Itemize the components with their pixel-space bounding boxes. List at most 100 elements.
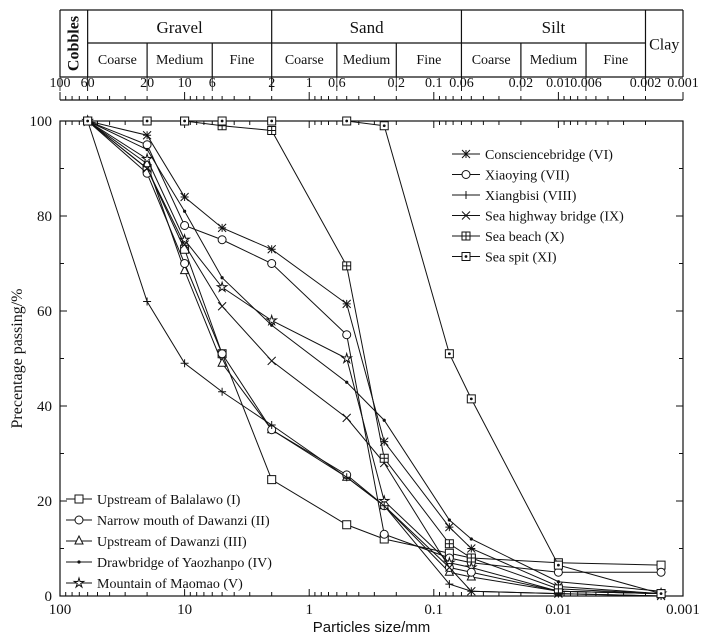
- legend-marker: [74, 515, 84, 525]
- data-point: [267, 116, 277, 126]
- data-point: [217, 301, 227, 311]
- data-point: [220, 276, 224, 280]
- legend-marker: [72, 576, 86, 589]
- data-point: [553, 584, 563, 594]
- legend-marker: [461, 231, 471, 241]
- data-point: [342, 413, 352, 423]
- y-tick-label: 60: [37, 304, 52, 320]
- data-point: [267, 259, 277, 268]
- legend-label: Drawbridge of Yaozhanpo (IV): [97, 556, 272, 571]
- data-point: [217, 223, 227, 233]
- data-point: [217, 349, 227, 359]
- header-silt: Silt: [542, 18, 566, 37]
- legend-label: Xiangbisi (VIII): [485, 189, 577, 204]
- data-point: [179, 264, 190, 275]
- data-point: [379, 121, 389, 131]
- data-point: [379, 453, 389, 463]
- x-tick-label: 1: [305, 602, 313, 618]
- data-point: [466, 544, 476, 553]
- x-axis-label: Particles size/mm: [313, 619, 431, 635]
- data-point: [218, 387, 227, 396]
- data-point: [183, 209, 187, 213]
- data-point: [267, 244, 277, 254]
- data-point: [215, 280, 229, 293]
- legend-label: Sea highway bridge (IX): [485, 210, 624, 225]
- header-silt-medium: Medium: [530, 53, 578, 68]
- header-sand: Sand: [350, 18, 385, 37]
- header-clay: Clay: [649, 37, 679, 54]
- data-point: [379, 529, 389, 539]
- legend-right: Consciencebridge (VI) Xiaoying (VII) Xiang…: [452, 148, 624, 266]
- data-point: [656, 567, 666, 577]
- legend-label: Upstream of Balalawo (I): [97, 493, 241, 508]
- data-point: [342, 261, 352, 271]
- header-silt-coarse: Coarse: [472, 53, 511, 68]
- top-tick-label: 0.001: [667, 76, 699, 91]
- header-gravel: Gravel: [157, 18, 204, 37]
- legend-marker: [462, 191, 470, 199]
- legend-label: Sea beach (X): [485, 230, 565, 245]
- data-point: [265, 313, 279, 326]
- data-point: [466, 394, 476, 404]
- data-point: [180, 192, 189, 202]
- series-group: [81, 114, 668, 601]
- data-point: [447, 518, 451, 522]
- legend-left: Upstream of Balalawo (I) Narrow mouth of …: [66, 493, 272, 592]
- legend-label: Xiaoying (VII): [485, 169, 570, 184]
- data-point: [445, 522, 454, 532]
- data-point: [140, 152, 154, 165]
- legend-marker: [74, 494, 84, 504]
- data-point: [466, 553, 476, 563]
- y-tick-label: 80: [37, 209, 52, 225]
- data-point: [142, 116, 152, 126]
- data-point: [444, 539, 454, 549]
- data-point: [380, 501, 389, 510]
- header-sand-fine: Fine: [416, 53, 441, 68]
- header-gravel-coarse: Coarse: [98, 53, 137, 68]
- data-point: [342, 299, 352, 309]
- data-point: [445, 563, 454, 572]
- legend-label: Upstream of Dawanzi (III): [97, 535, 247, 550]
- data-point: [382, 418, 386, 422]
- data-point: [180, 221, 190, 230]
- top-tick-label: 10: [178, 76, 192, 91]
- y-axis-label: Precentage passing/%: [9, 289, 26, 429]
- legend-marker: [461, 149, 471, 159]
- legend-label: Consciencebridge (VI): [485, 148, 613, 163]
- header-sand-medium: Medium: [343, 53, 391, 68]
- data-point: [267, 356, 277, 366]
- header-gravel-fine: Fine: [230, 53, 255, 68]
- legend-label: Mountain of Maomao (V): [97, 577, 243, 592]
- data-point: [444, 349, 454, 359]
- series-11: [83, 116, 666, 599]
- header-silt-fine: Fine: [603, 53, 628, 68]
- legend-marker: [74, 534, 84, 545]
- data-point: [342, 473, 351, 482]
- legend-label: Sea spit (XI): [485, 251, 557, 266]
- data-point: [556, 580, 561, 584]
- data-point: [469, 537, 473, 541]
- y-axis: 0 20 40 60 80 100 Precentage passing/%: [9, 114, 683, 605]
- data-point: [217, 357, 227, 367]
- data-point: [270, 323, 274, 327]
- x-tick-label: 10: [177, 602, 192, 618]
- x-tick-label: 100: [49, 602, 72, 618]
- x-tick-label: 0.001: [666, 602, 700, 618]
- data-point: [466, 567, 476, 577]
- data-point: [445, 580, 454, 589]
- data-point: [345, 380, 349, 384]
- data-point: [180, 259, 190, 268]
- y-tick-label: 20: [37, 494, 52, 510]
- data-point: [340, 351, 354, 364]
- data-point: [267, 126, 277, 135]
- data-point: [180, 359, 189, 368]
- header-sand-coarse: Coarse: [285, 53, 324, 68]
- data-point: [142, 140, 152, 150]
- data-point: [342, 520, 352, 530]
- y-tick-label: 100: [30, 114, 53, 130]
- data-point: [143, 297, 152, 306]
- top-tick-label: 0.01: [546, 76, 571, 91]
- data-point: [342, 116, 352, 126]
- data-point: [656, 589, 666, 599]
